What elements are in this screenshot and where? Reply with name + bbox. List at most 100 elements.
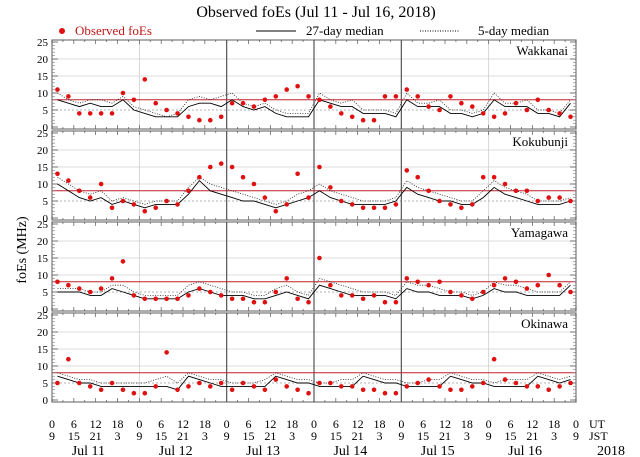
- observed-point: [349, 384, 355, 389]
- observed-point: [66, 356, 71, 362]
- observed-point: [459, 100, 464, 106]
- observed-point: [415, 279, 421, 285]
- observed-point: [328, 185, 333, 190]
- observed-point: [55, 279, 60, 285]
- observed-point: [535, 97, 541, 103]
- y-tick-label: 0: [43, 395, 49, 407]
- observed-point: [175, 387, 180, 393]
- observed-point: [229, 387, 235, 393]
- observed-point: [98, 387, 104, 393]
- y-tick-label: 25: [37, 310, 49, 322]
- y-tick-label: 0: [43, 122, 49, 134]
- observed-point: [546, 272, 552, 278]
- observed-point: [55, 171, 60, 177]
- x-tick-label-jst: 3: [464, 429, 470, 443]
- observed-point: [109, 205, 115, 211]
- x-tick-label-ut: 0: [49, 417, 55, 431]
- x-tick-label-ut: 6: [246, 417, 252, 431]
- x-tick-label-ut: 18: [112, 417, 124, 431]
- observed-point: [513, 380, 519, 386]
- x-tick-label-ut: 12: [177, 417, 189, 431]
- panel-okinawa: 0 5 10 15 20 25 Okinawa: [37, 310, 577, 407]
- observed-point: [131, 390, 137, 396]
- observed-point: [371, 387, 377, 393]
- observed-point: [437, 198, 442, 204]
- y-tick-label: 5: [43, 287, 49, 299]
- observed-point: [218, 293, 224, 298]
- observed-point: [448, 94, 453, 99]
- observed-point: [393, 390, 399, 396]
- x-tick-label-ut: 18: [286, 417, 298, 431]
- observed-point: [360, 117, 366, 123]
- station-label: Wakkanai: [516, 43, 568, 58]
- observed-point: [240, 380, 246, 386]
- observed-point: [120, 90, 126, 96]
- y-tick-label: 25: [37, 128, 49, 140]
- observed-point: [186, 114, 191, 120]
- observed-point: [142, 208, 148, 214]
- observed-point: [317, 255, 322, 261]
- observed-point: [338, 293, 344, 298]
- observed-point: [338, 384, 344, 389]
- observed-point: [186, 188, 191, 194]
- x-tick-label-jst: 21: [177, 429, 189, 443]
- observed-point: [317, 380, 322, 386]
- observed-point: [437, 384, 442, 389]
- y-tick-label: 5: [43, 378, 49, 390]
- chart-title: Observed foEs (Jul 11 - Jul 16, 2018): [196, 4, 435, 21]
- x-tick-label-jst: 15: [505, 429, 517, 443]
- station-label: Okinawa: [521, 316, 568, 331]
- x-tick-label-jst: 3: [377, 429, 383, 443]
- observed-point: [306, 390, 311, 396]
- observed-point: [262, 97, 268, 103]
- observed-point: [295, 171, 300, 177]
- observed-point: [338, 111, 344, 116]
- observed-point: [295, 387, 300, 393]
- y-tick-label: 10: [37, 88, 49, 100]
- observed-point: [404, 276, 410, 281]
- x-tick-label-jst: 3: [202, 429, 208, 443]
- x-tick-label-jst: 3: [551, 429, 557, 443]
- observed-point: [218, 114, 224, 120]
- x-tick-label-ut: 18: [199, 417, 211, 431]
- observed-point: [131, 202, 137, 207]
- observed-point: [164, 198, 169, 204]
- observed-point: [426, 104, 431, 109]
- x-tick-label-jst: 9: [136, 429, 142, 443]
- observed-point: [98, 286, 104, 291]
- y-tick-label: 15: [37, 71, 49, 83]
- observed-point: [557, 384, 562, 389]
- observed-point: [120, 198, 126, 204]
- legend-observed-marker: [59, 28, 65, 34]
- observed-point: [175, 111, 180, 116]
- observed-point: [142, 77, 148, 82]
- median-27day-line: [57, 99, 571, 118]
- observed-point: [317, 97, 322, 103]
- jst-label: JST: [589, 429, 608, 443]
- observed-point: [120, 259, 126, 264]
- x-tick-label-ut: 0: [311, 417, 317, 431]
- observed-point: [109, 111, 115, 116]
- median-5day-line: [57, 176, 571, 205]
- observed-point: [76, 111, 82, 116]
- observed-point: [328, 380, 333, 386]
- observed-point: [448, 202, 453, 207]
- panel-kokubunji: 0 5 10 15 20 25 Kokubunji: [37, 128, 577, 225]
- observed-point: [328, 104, 333, 109]
- x-tick-label-ut: 0: [486, 417, 492, 431]
- panel-wakkanai: 0 5 10 15 20 25 Wakkanai: [37, 37, 577, 134]
- observed-point: [284, 276, 290, 281]
- y-tick-label: 15: [37, 253, 49, 265]
- observed-point: [207, 289, 213, 295]
- observed-point: [415, 94, 421, 99]
- x-tick-label-jst: 9: [486, 429, 492, 443]
- observed-point: [338, 198, 344, 204]
- x-tick-label-ut: 0: [573, 417, 579, 431]
- observed-point: [229, 296, 235, 302]
- x-tick-label-ut: 18: [374, 417, 386, 431]
- observed-point: [448, 289, 453, 295]
- observed-point: [76, 286, 82, 291]
- observed-point: [76, 188, 82, 194]
- observed-point: [469, 202, 475, 207]
